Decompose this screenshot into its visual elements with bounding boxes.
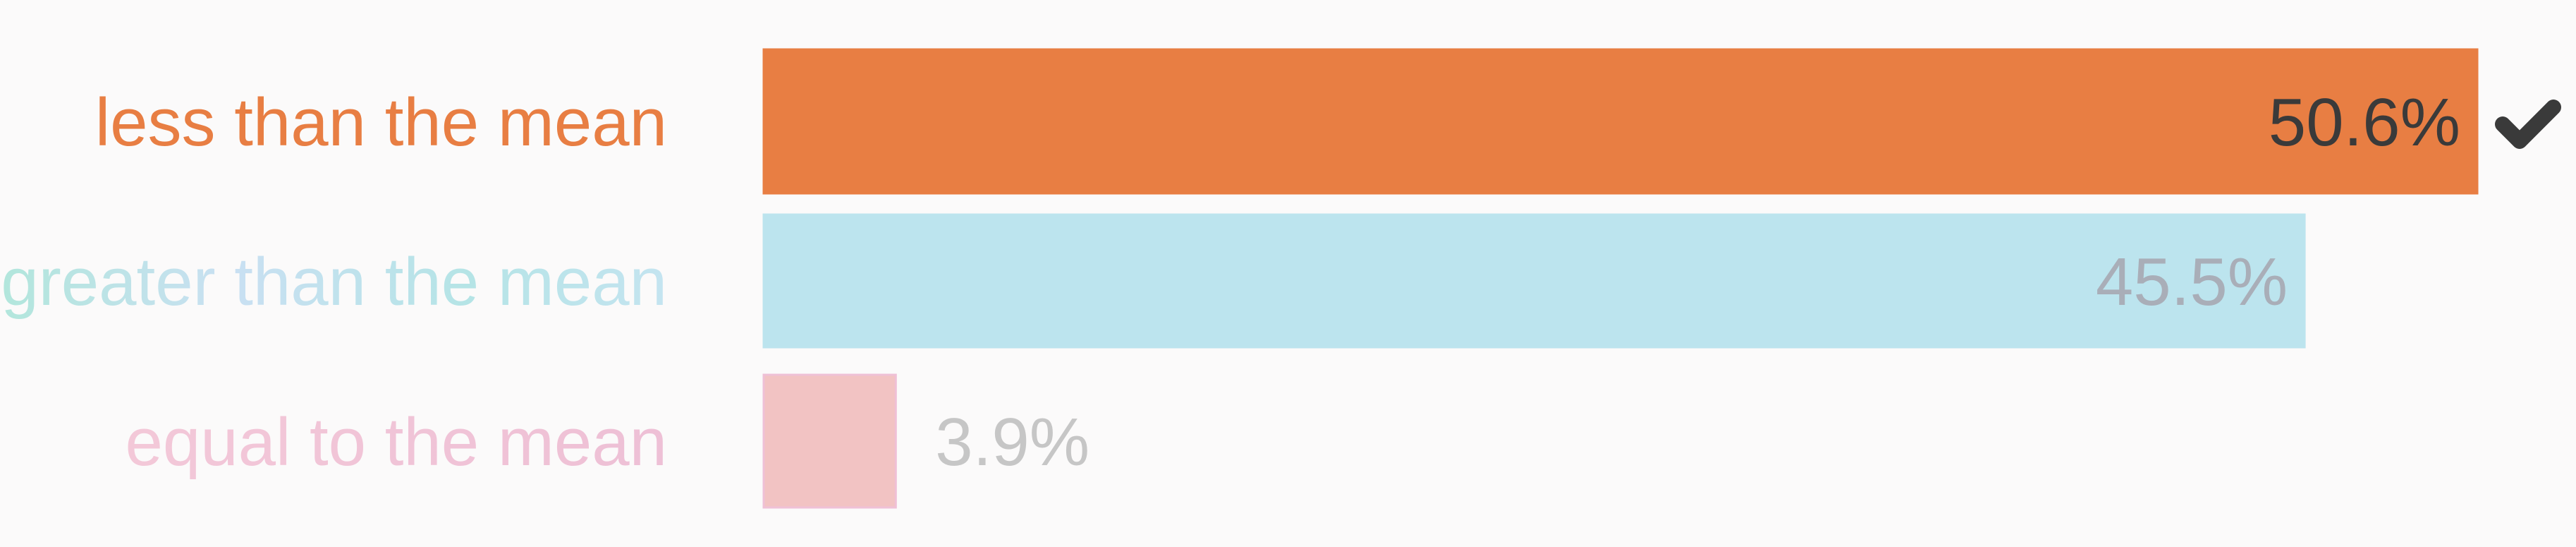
value-label-greater-than-the-mean: 45.5%	[2096, 244, 2288, 320]
option-row-equal-to-the-mean[interactable]: equal to the mean 3.9%	[125, 373, 1089, 509]
option-rows: less than the mean 50.6% greater than the …	[1, 48, 2561, 509]
checkmark-icon	[2495, 100, 2561, 149]
bar-greater-than-the-mean[interactable]	[762, 213, 2306, 349]
value-label-less-than-the-mean: 50.6%	[2269, 85, 2460, 160]
option-label-greater-than-the-mean: greater than the mean	[1, 244, 667, 320]
option-row-greater-than-the-mean[interactable]: greater than the mean 45.5%	[1, 213, 2306, 349]
bar-less-than-the-mean[interactable]	[762, 48, 2479, 195]
option-label-less-than-the-mean: less than the mean	[95, 85, 667, 160]
option-label-equal-to-the-mean: equal to the mean	[125, 404, 667, 480]
option-row-less-than-the-mean[interactable]: less than the mean 50.6%	[95, 48, 2561, 195]
value-label-equal-to-the-mean: 3.9%	[935, 404, 1089, 480]
bar-equal-to-the-mean[interactable]	[762, 373, 897, 509]
